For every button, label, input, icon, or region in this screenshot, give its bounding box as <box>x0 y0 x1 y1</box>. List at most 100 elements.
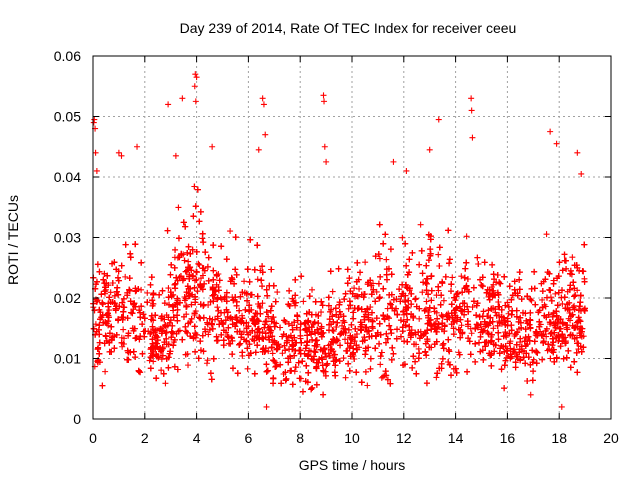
data-point <box>397 333 404 340</box>
data-point <box>375 280 382 287</box>
data-point <box>439 342 446 349</box>
data-point <box>304 332 311 339</box>
data-point <box>137 369 144 376</box>
data-point <box>450 325 457 332</box>
data-point <box>372 345 379 352</box>
data-point <box>446 256 453 263</box>
data-point <box>581 241 588 248</box>
data-point <box>285 320 292 327</box>
data-point <box>277 324 284 331</box>
data-point <box>342 374 349 381</box>
data-point <box>263 368 270 375</box>
data-point <box>120 326 127 333</box>
data-point <box>406 256 413 263</box>
data-point <box>244 365 251 372</box>
data-point <box>259 283 266 290</box>
data-point <box>214 313 221 320</box>
data-point <box>433 374 440 381</box>
data-point <box>528 297 535 304</box>
data-point <box>428 297 435 304</box>
data-point <box>560 355 567 362</box>
data-point <box>449 274 456 281</box>
data-point <box>571 358 578 365</box>
data-point <box>458 322 465 329</box>
data-point <box>445 346 452 353</box>
data-point <box>448 372 455 379</box>
data-point <box>342 336 349 343</box>
data-point <box>210 267 217 274</box>
data-point <box>480 308 487 315</box>
data-point <box>522 360 529 367</box>
data-point <box>172 246 179 253</box>
data-point <box>255 325 262 332</box>
data-point <box>227 228 234 235</box>
data-point <box>436 244 443 251</box>
data-point <box>461 311 468 318</box>
data-point <box>281 317 288 324</box>
data-point <box>167 271 174 278</box>
data-point <box>486 296 493 303</box>
data-point <box>185 258 192 265</box>
data-point <box>220 342 227 349</box>
data-point <box>138 286 145 293</box>
data-point <box>165 294 172 301</box>
data-point <box>169 322 176 329</box>
data-point <box>581 306 588 313</box>
data-point <box>218 331 225 338</box>
data-point <box>387 300 394 307</box>
data-point <box>399 234 406 241</box>
data-point <box>559 267 566 274</box>
data-point <box>214 304 221 311</box>
data-point <box>329 288 336 295</box>
data-point <box>171 264 178 271</box>
data-point <box>176 327 183 334</box>
data-point <box>532 301 539 308</box>
data-point <box>362 259 369 266</box>
data-point <box>252 321 259 328</box>
data-point <box>223 289 230 296</box>
data-point <box>350 315 357 322</box>
data-point <box>254 276 261 283</box>
data-point <box>440 297 447 304</box>
data-point <box>367 365 374 372</box>
data-point <box>419 289 426 296</box>
data-point <box>345 360 352 367</box>
data-point <box>312 330 319 337</box>
data-point <box>383 256 390 263</box>
data-point <box>327 268 334 275</box>
data-point <box>530 368 537 375</box>
data-point <box>106 307 113 314</box>
data-point <box>457 316 464 323</box>
data-point <box>315 312 322 319</box>
data-point <box>351 305 358 312</box>
data-point <box>364 382 371 389</box>
data-point <box>309 286 316 293</box>
data-point <box>154 337 161 344</box>
data-point <box>92 321 99 328</box>
data-point <box>473 312 480 319</box>
data-point <box>268 344 275 351</box>
data-point <box>387 326 394 333</box>
data-point <box>422 306 429 313</box>
data-point <box>114 274 121 281</box>
data-point <box>435 251 442 258</box>
data-point <box>482 343 489 350</box>
data-points <box>90 71 588 410</box>
data-point <box>236 341 243 348</box>
data-point <box>380 285 387 292</box>
data-point <box>464 318 471 325</box>
data-point <box>404 316 411 323</box>
data-point <box>529 347 536 354</box>
data-point <box>503 348 510 355</box>
gridlines <box>93 56 611 419</box>
data-point <box>547 355 554 362</box>
data-point <box>533 360 540 367</box>
data-point <box>495 336 502 343</box>
data-point <box>362 368 369 375</box>
data-point <box>376 255 383 262</box>
data-point <box>325 294 332 301</box>
data-point <box>373 288 380 295</box>
data-point <box>498 366 505 373</box>
data-point <box>313 381 320 388</box>
data-point <box>358 306 365 313</box>
